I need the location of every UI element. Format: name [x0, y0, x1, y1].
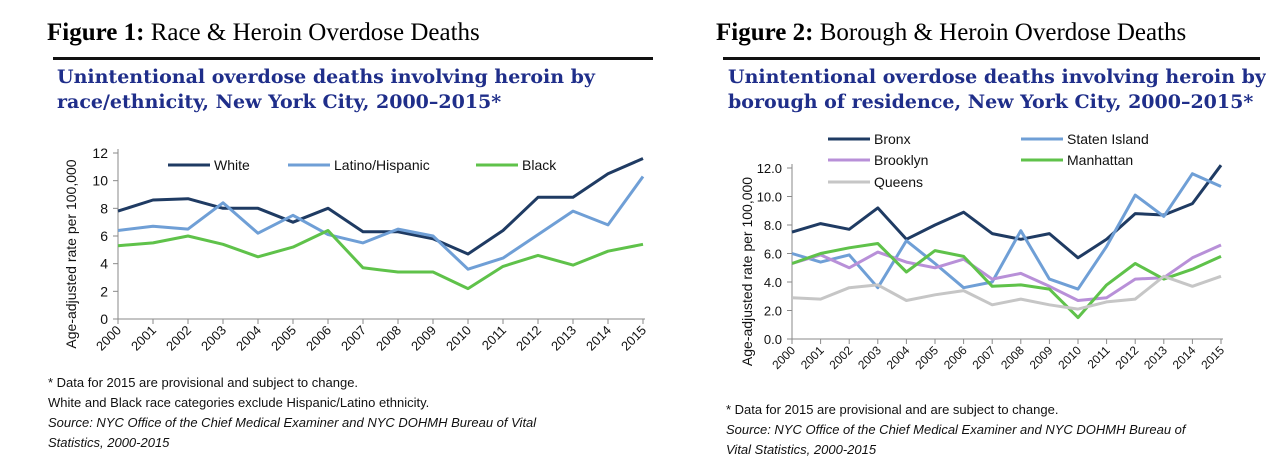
footnote: * Data for 2015 are provisional and are …	[726, 402, 1059, 417]
y-tick-label: 12	[92, 145, 108, 161]
chart-title-line-1: Unintentional overdose deaths involving …	[728, 66, 1266, 88]
x-tick-label: 2010	[443, 323, 474, 354]
x-tick-label: 2003	[855, 343, 884, 372]
x-tick-label: 2007	[338, 323, 369, 354]
source-line-2: Vital Statistics, 2000-2015	[726, 442, 877, 457]
chart-title-line-2: borough of residence, New York City, 200…	[728, 91, 1254, 113]
legend-label-queens: Queens	[874, 174, 923, 190]
y-tick-label: 10	[92, 173, 108, 189]
chart-title-line-2: race/ethnicity, New York City, 2000–2015…	[57, 91, 502, 113]
x-tick-label: 2005	[268, 323, 299, 354]
x-tick-label: 2012	[513, 323, 544, 354]
figure-2: Figure 2: Borough & Heroin Overdose Deat…	[712, 0, 1266, 457]
x-tick-label: 2000	[769, 343, 798, 372]
y-tick-label: 2	[100, 283, 108, 299]
y-tick-label: 0	[100, 311, 108, 327]
x-tick-label: 2010	[1055, 343, 1084, 372]
x-tick-label: 2011	[1085, 343, 1113, 371]
x-tick-label: 2004	[884, 343, 913, 372]
x-tick-label: 2007	[970, 343, 999, 372]
source-line-2: Statistics, 2000-2015	[48, 435, 170, 450]
y-tick-label: 4.0	[764, 275, 782, 290]
x-tick-label: 2002	[827, 343, 856, 372]
y-tick-label: 8.0	[764, 218, 782, 233]
heading-rule	[53, 57, 653, 60]
legend-label-brooklyn: Brooklyn	[874, 152, 928, 168]
y-tick-label: 4	[100, 256, 108, 272]
y-axis-label: Age-adjusted rate per 100,000	[739, 177, 755, 366]
series-line-black	[117, 229, 644, 291]
series-line-queens	[791, 274, 1222, 311]
series-line-brooklyn	[791, 243, 1222, 302]
x-tick-label: 2003	[198, 323, 229, 354]
figure-heading-text: Borough & Heroin Overdose Deaths	[813, 19, 1187, 46]
y-tick-label: 8	[100, 200, 108, 216]
y-tick-label: 10.0	[757, 190, 782, 205]
legend-label-bronx: Bronx	[874, 131, 911, 147]
x-tick-label: 2009	[408, 323, 439, 354]
figure-heading: Figure 1: Race & Heroin Overdose Deaths	[47, 19, 480, 47]
legend-label-latino-hispanic: Latino/Hispanic	[334, 157, 430, 173]
x-tick-label: 2006	[303, 323, 334, 354]
x-tick-label: 2015	[618, 323, 649, 354]
legend-label-white: White	[214, 157, 250, 173]
category-note: White and Black race categories exclude …	[48, 395, 430, 410]
source-line-1: Source: NYC Office of the Chief Medical …	[48, 415, 537, 430]
footnote: * Data for 2015 are provisional and subj…	[48, 375, 359, 390]
x-tick-label: 2009	[1027, 343, 1056, 372]
x-tick-label: 2000	[93, 323, 124, 354]
x-tick-label: 2014	[1170, 343, 1199, 372]
legend-label-staten-island: Staten Island	[1067, 131, 1149, 147]
x-tick-label: 2001	[128, 323, 159, 354]
series-line-bronx	[791, 164, 1223, 260]
x-tick-label: 2015	[1198, 343, 1227, 372]
legend-label-manhattan: Manhattan	[1067, 152, 1133, 168]
x-tick-label: 2001	[798, 343, 827, 372]
figure-heading: Figure 2: Borough & Heroin Overdose Deat…	[716, 19, 1186, 47]
figure-label: Figure 2:	[716, 19, 814, 46]
legend-label-black: Black	[522, 157, 557, 173]
chart-notes: * Data for 2015 are provisional and subj…	[48, 373, 648, 453]
x-tick-label: 2006	[941, 343, 970, 372]
y-tick-label: 12.0	[757, 161, 782, 176]
series-line-manhattan	[791, 242, 1222, 320]
y-axis-label: Age-adjusted rate per 100,000	[63, 159, 79, 348]
x-tick-label: 2013	[548, 323, 579, 354]
chart-title: Unintentional overdose deaths involving …	[57, 65, 657, 115]
y-tick-label: 0.0	[764, 332, 782, 347]
chart-title-line-1: Unintentional overdose deaths involving …	[57, 66, 595, 88]
x-tick-label: 2002	[163, 323, 194, 354]
x-tick-label: 2005	[912, 343, 941, 372]
chart-notes: * Data for 2015 are provisional and are …	[726, 400, 1266, 460]
figure-label: Figure 1:	[47, 19, 145, 46]
x-tick-label: 2011	[479, 323, 509, 353]
y-tick-label: 6	[100, 228, 108, 244]
figure-heading-text: Race & Heroin Overdose Deaths	[144, 19, 480, 46]
figure-1: Figure 1: Race & Heroin Overdose Deaths …	[47, 19, 657, 453]
x-tick-label: 2004	[233, 323, 264, 354]
series-line-latino-hispanic	[117, 175, 645, 271]
x-tick-label: 2012	[1113, 343, 1142, 372]
source-line-1: Source: NYC Office of the Chief Medical …	[726, 422, 1186, 437]
heading-rule	[723, 57, 1260, 60]
chart-title: Unintentional overdose deaths involving …	[728, 65, 1266, 115]
series-line-staten-island	[791, 172, 1222, 291]
x-tick-label: 2013	[1141, 343, 1170, 372]
y-tick-label: 6.0	[764, 247, 782, 262]
series-line-white	[117, 157, 644, 256]
y-tick-label: 2.0	[764, 304, 782, 319]
x-tick-label: 2008	[998, 343, 1027, 372]
x-tick-label: 2008	[373, 323, 404, 354]
x-tick-label: 2014	[583, 323, 614, 354]
